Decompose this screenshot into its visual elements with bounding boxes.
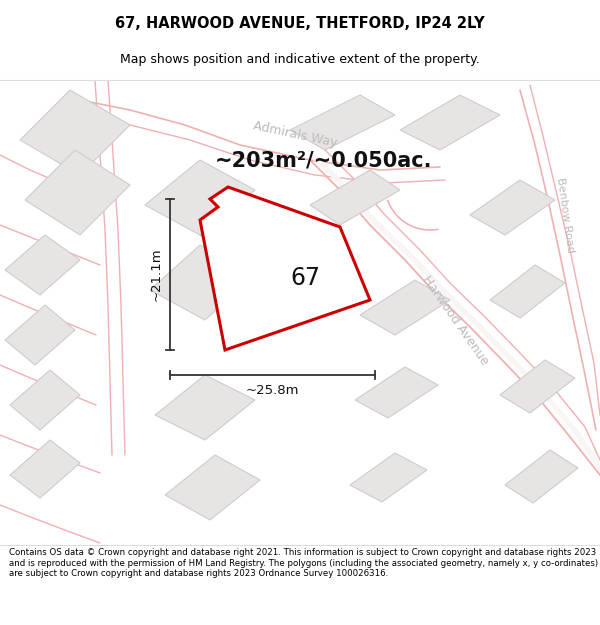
Polygon shape bbox=[500, 360, 575, 413]
Polygon shape bbox=[165, 455, 260, 520]
Polygon shape bbox=[10, 440, 80, 498]
Polygon shape bbox=[200, 187, 370, 350]
Polygon shape bbox=[5, 235, 80, 295]
Polygon shape bbox=[505, 450, 578, 503]
Polygon shape bbox=[400, 95, 500, 150]
Polygon shape bbox=[20, 90, 130, 175]
Polygon shape bbox=[145, 160, 255, 235]
Text: ~203m²/~0.050ac.: ~203m²/~0.050ac. bbox=[215, 150, 433, 170]
Text: Map shows position and indicative extent of the property.: Map shows position and indicative extent… bbox=[120, 54, 480, 66]
Text: Harwood Avenue: Harwood Avenue bbox=[419, 272, 491, 368]
Polygon shape bbox=[310, 170, 400, 225]
Polygon shape bbox=[10, 370, 80, 430]
Polygon shape bbox=[360, 280, 450, 335]
Text: ~25.8m: ~25.8m bbox=[246, 384, 299, 398]
Text: 67, HARWOOD AVENUE, THETFORD, IP24 2LY: 67, HARWOOD AVENUE, THETFORD, IP24 2LY bbox=[115, 16, 485, 31]
Polygon shape bbox=[355, 367, 438, 418]
Polygon shape bbox=[155, 375, 255, 440]
Polygon shape bbox=[290, 95, 395, 150]
Text: 67: 67 bbox=[290, 266, 320, 290]
Polygon shape bbox=[490, 265, 565, 318]
Polygon shape bbox=[25, 150, 130, 235]
Polygon shape bbox=[5, 305, 75, 365]
Text: Admirals Way: Admirals Way bbox=[252, 120, 338, 150]
Polygon shape bbox=[350, 453, 427, 502]
Polygon shape bbox=[150, 245, 255, 320]
Text: ~21.1m: ~21.1m bbox=[149, 248, 163, 301]
Polygon shape bbox=[470, 180, 555, 235]
Text: Contains OS data © Crown copyright and database right 2021. This information is : Contains OS data © Crown copyright and d… bbox=[9, 548, 598, 578]
Text: Benbow Road: Benbow Road bbox=[555, 177, 575, 253]
